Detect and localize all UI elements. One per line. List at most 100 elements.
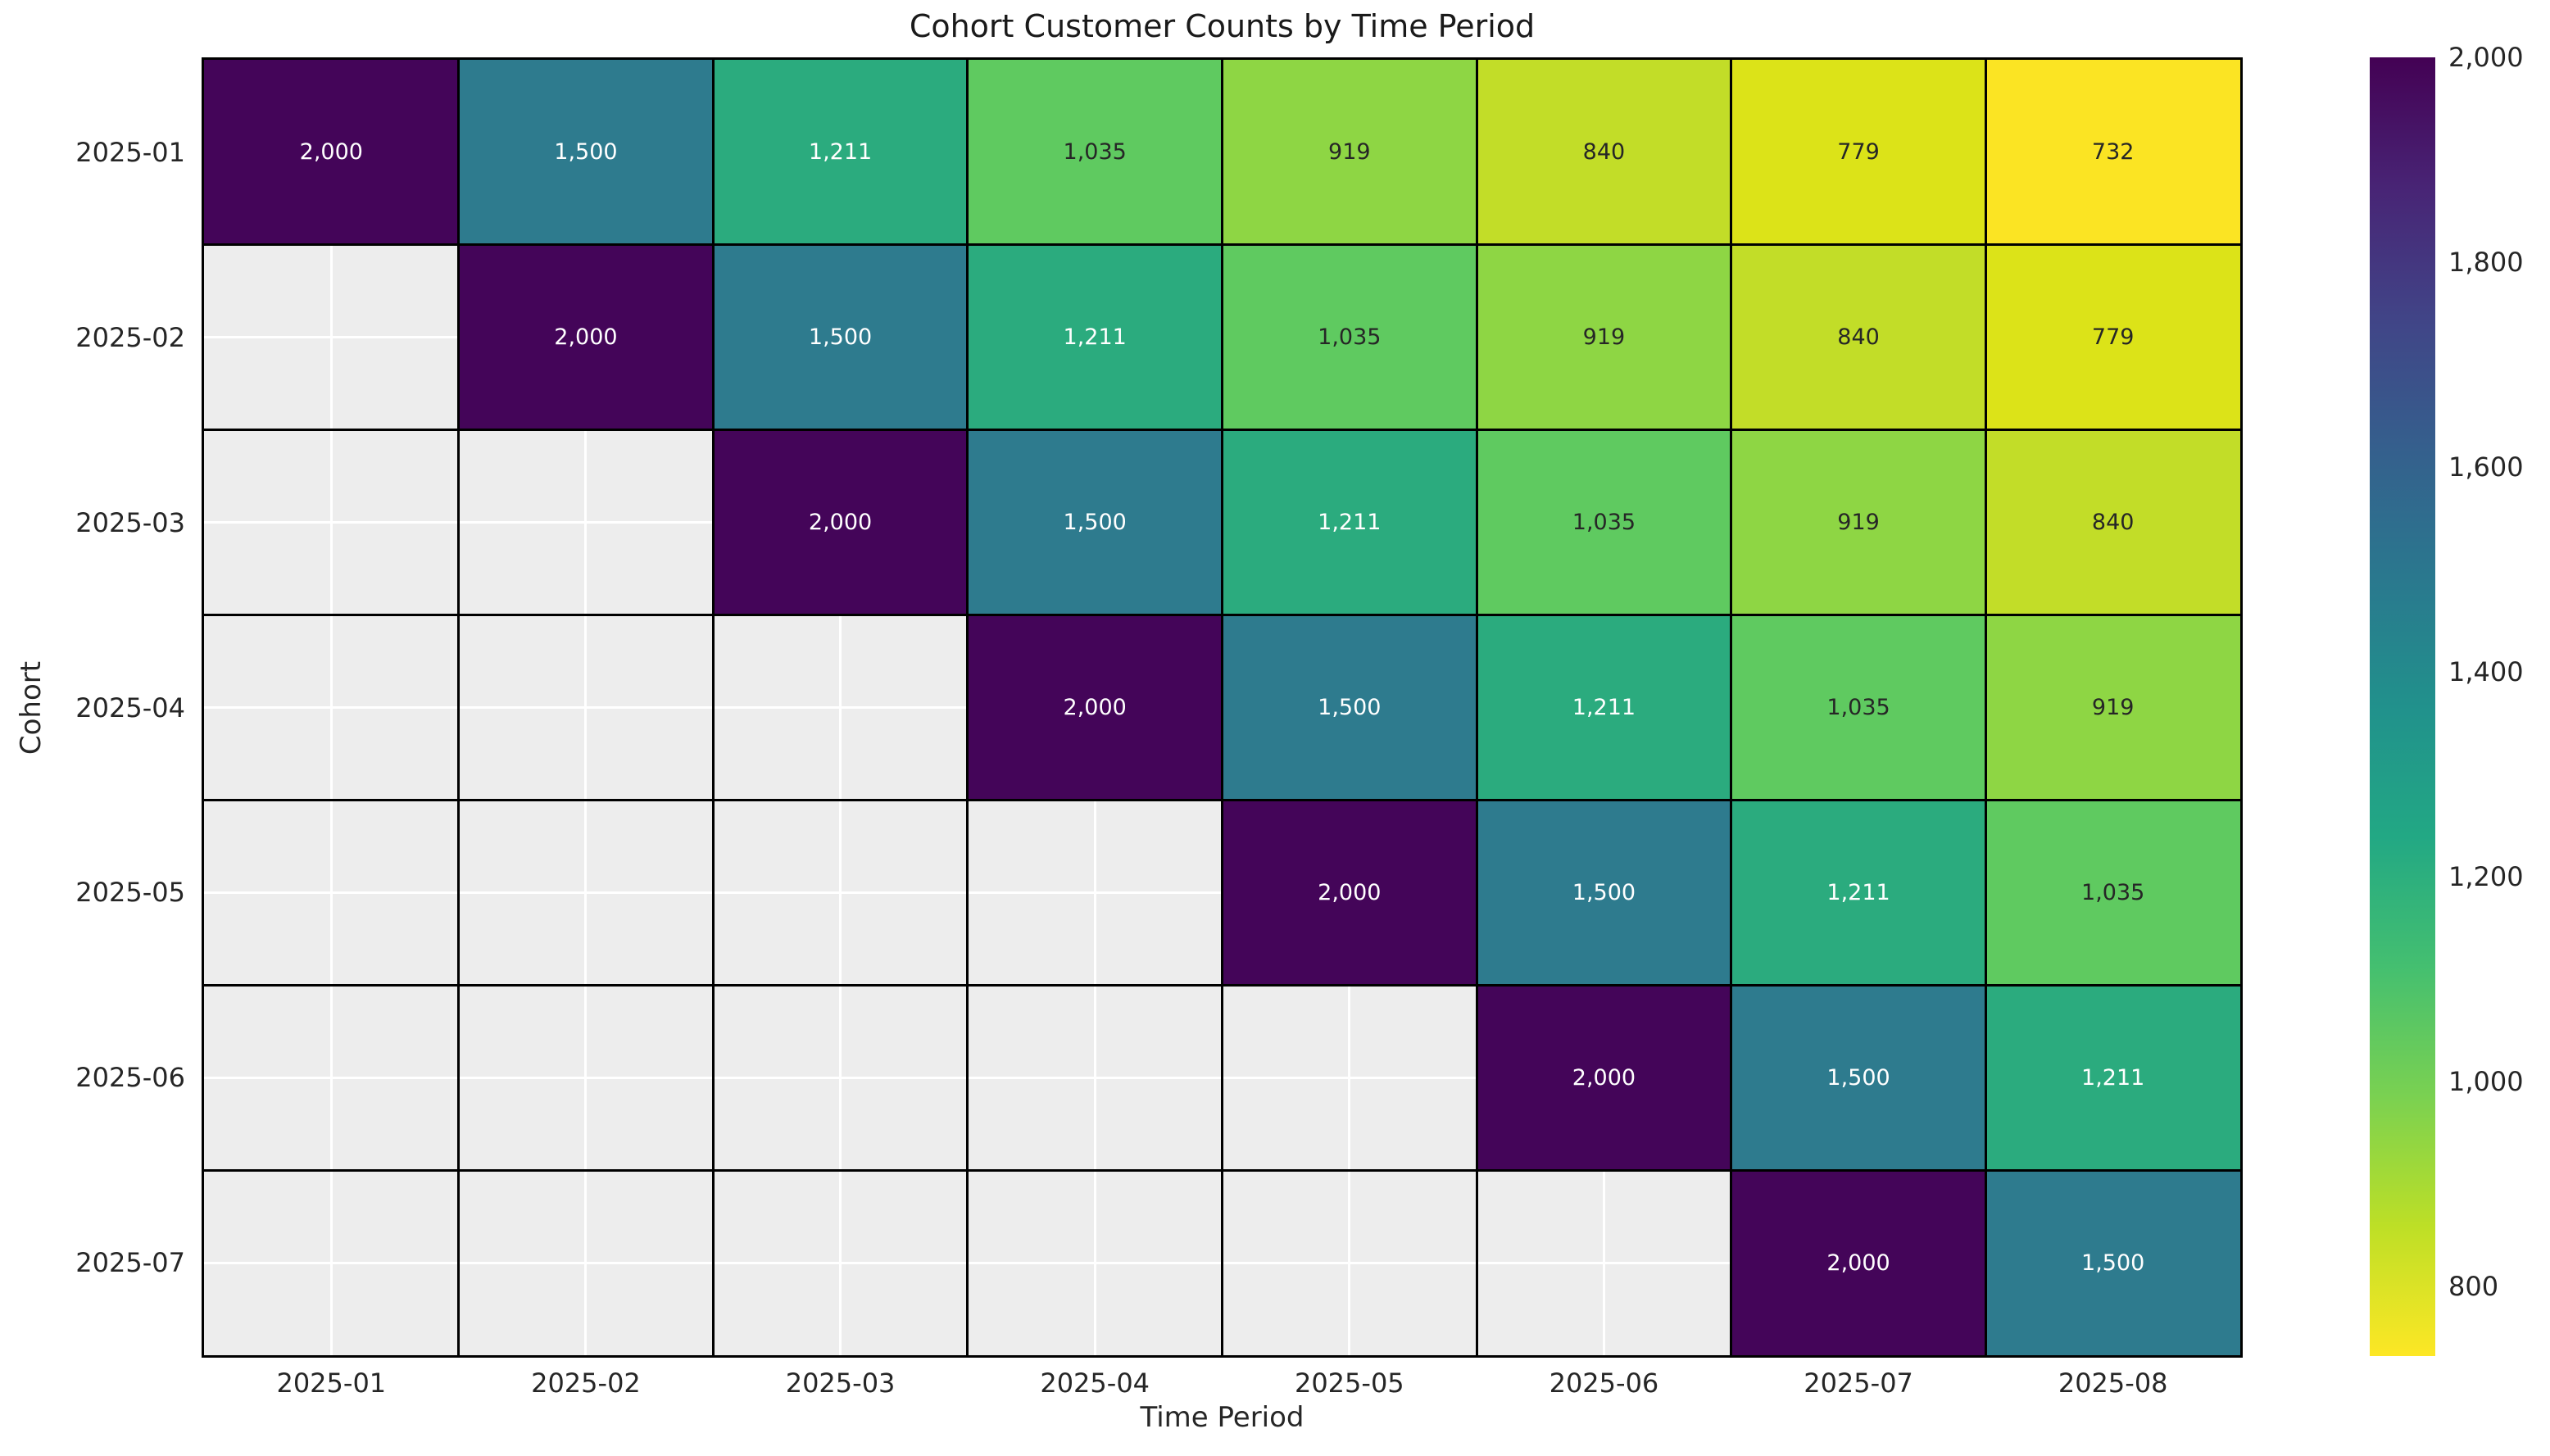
y-tick-label: 2025-07 [75,1247,185,1279]
heatmap-cell: 840 [1477,60,1731,245]
cell-value: 779 [2091,324,2135,351]
cell-boundary-horizontal [204,614,2240,617]
colorbar [2370,57,2435,1356]
cell-value: 1,211 [1826,879,1890,905]
heatmap-cell: 1,211 [713,60,968,245]
colorbar-tick-label: 800 [2448,1271,2499,1302]
y-tick-label: 2025-04 [75,692,185,723]
heatmap-cell: 732 [1985,60,2240,245]
cell-value: 732 [2091,139,2135,166]
cell-boundary-horizontal [204,1168,2240,1172]
cell-boundary-vertical [1221,60,1223,1355]
heatmap-cell: 1,035 [967,60,1223,245]
cell-boundary-horizontal [204,798,2240,801]
cell-value: 1,500 [554,139,618,166]
heatmap-cell: 1,211 [1222,429,1477,615]
cell-value: 840 [1582,139,1626,166]
cell-value: 840 [1837,324,1880,351]
heatmap-cell: 2,000 [1222,800,1477,986]
y-tick-label: 2025-02 [75,321,185,353]
chart-title: Cohort Customer Counts by Time Period [909,8,1536,44]
heatmap-cell: 1,211 [1731,800,1986,986]
x-tick-label: 2025-06 [1549,1368,1659,1399]
cell-value: 2,000 [808,510,873,536]
x-tick-label: 2025-03 [785,1368,896,1399]
cell-value: 1,500 [1318,694,1382,720]
colorbar-tick-label: 1,000 [2448,1066,2524,1097]
heatmap-cell: 919 [1985,615,2240,801]
cell-value: 919 [2091,694,2135,720]
x-tick-label: 2025-05 [1294,1368,1404,1399]
cell-value: 919 [1582,324,1626,351]
heatmap-cell: 2,000 [204,60,459,245]
cell-value: 2,000 [1826,1250,1890,1276]
heatmap-cell: 2,000 [967,615,1223,801]
cell-value: 919 [1837,510,1880,536]
cell-value: 1,035 [2081,879,2145,905]
cell-value: 1,035 [1826,694,1890,720]
cell-value: 1,500 [1826,1064,1890,1091]
cell-value: 1,500 [1063,510,1127,536]
heatmap-cell: 1,500 [458,60,714,245]
heatmap-cell: 1,035 [1731,615,1986,801]
cell-value: 1,211 [808,139,873,166]
cell-value: 2,000 [1318,879,1382,905]
cell-boundary-vertical [966,60,969,1355]
cell-boundary-horizontal [204,243,2240,247]
colorbar-tick-label: 1,600 [2448,451,2524,483]
heatmap-cell: 2,000 [458,244,714,430]
cell-boundary-horizontal [204,983,2240,987]
cell-value: 2,000 [299,139,363,166]
heatmap-cell: 840 [1985,429,2240,615]
cell-value: 1,035 [1318,324,1382,351]
heatmap-cell: 1,500 [967,429,1223,615]
cell-value: 2,000 [554,324,618,351]
heatmap-cell: 1,211 [967,244,1223,430]
heatmap-cell: 2,000 [1477,985,1731,1171]
cell-value: 1,211 [1572,694,1636,720]
colorbar-tick-label: 1,800 [2448,247,2524,278]
cell-boundary-vertical [457,60,461,1355]
cell-value: 1,035 [1572,510,1636,536]
heatmap-cell: 919 [1222,60,1477,245]
cell-value: 779 [1837,139,1880,166]
y-tick-label: 2025-03 [75,506,185,538]
cell-value: 840 [2091,510,2135,536]
colorbar-tick-label: 1,400 [2448,656,2524,687]
cell-value: 1,211 [2081,1064,2145,1091]
cell-value: 1,500 [808,324,873,351]
cell-boundary-vertical [711,60,715,1355]
x-tick-label: 2025-01 [276,1368,387,1399]
cell-boundary-horizontal [204,429,2240,432]
heatmap-cell: 779 [1985,244,2240,430]
cell-value: 1,211 [1318,510,1382,536]
heatmap-cell: 840 [1731,244,1986,430]
heatmap-cell: 1,500 [1985,1170,2240,1355]
cell-boundary-vertical [1730,60,1733,1355]
cell-value: 919 [1328,139,1371,166]
x-axis-label: Time Period [1140,1401,1304,1434]
heatmap-cell: 919 [1477,244,1731,430]
heatmap-cell: 2,000 [713,429,968,615]
heatmap-cell: 1,035 [1222,244,1477,430]
x-tick-label: 2025-02 [531,1368,641,1399]
y-tick-label: 2025-01 [75,136,185,168]
cell-value: 2,000 [1063,694,1127,720]
cell-value: 1,500 [2081,1250,2145,1276]
x-tick-label: 2025-08 [2058,1368,2168,1399]
heatmap-cell: 1,500 [713,244,968,430]
heatmap-cell: 1,500 [1222,615,1477,801]
y-tick-label: 2025-06 [75,1062,185,1094]
x-tick-label: 2025-04 [1040,1368,1150,1399]
heatmap-cell: 1,211 [1477,615,1731,801]
cell-boundary-vertical [1475,60,1478,1355]
heatmap-cell: 1,500 [1477,800,1731,986]
cell-value: 2,000 [1572,1064,1636,1091]
x-tick-label: 2025-07 [1804,1368,1913,1399]
colorbar-tick-label: 1,200 [2448,861,2524,892]
heatmap-cell: 919 [1731,429,1986,615]
cell-value: 1,211 [1063,324,1127,351]
heatmap-cell: 779 [1731,60,1986,245]
heatmap-plot-area: 2,000 1,500 1,211 1,035 919 840 779 732 2,000 1,5… [202,57,2243,1358]
